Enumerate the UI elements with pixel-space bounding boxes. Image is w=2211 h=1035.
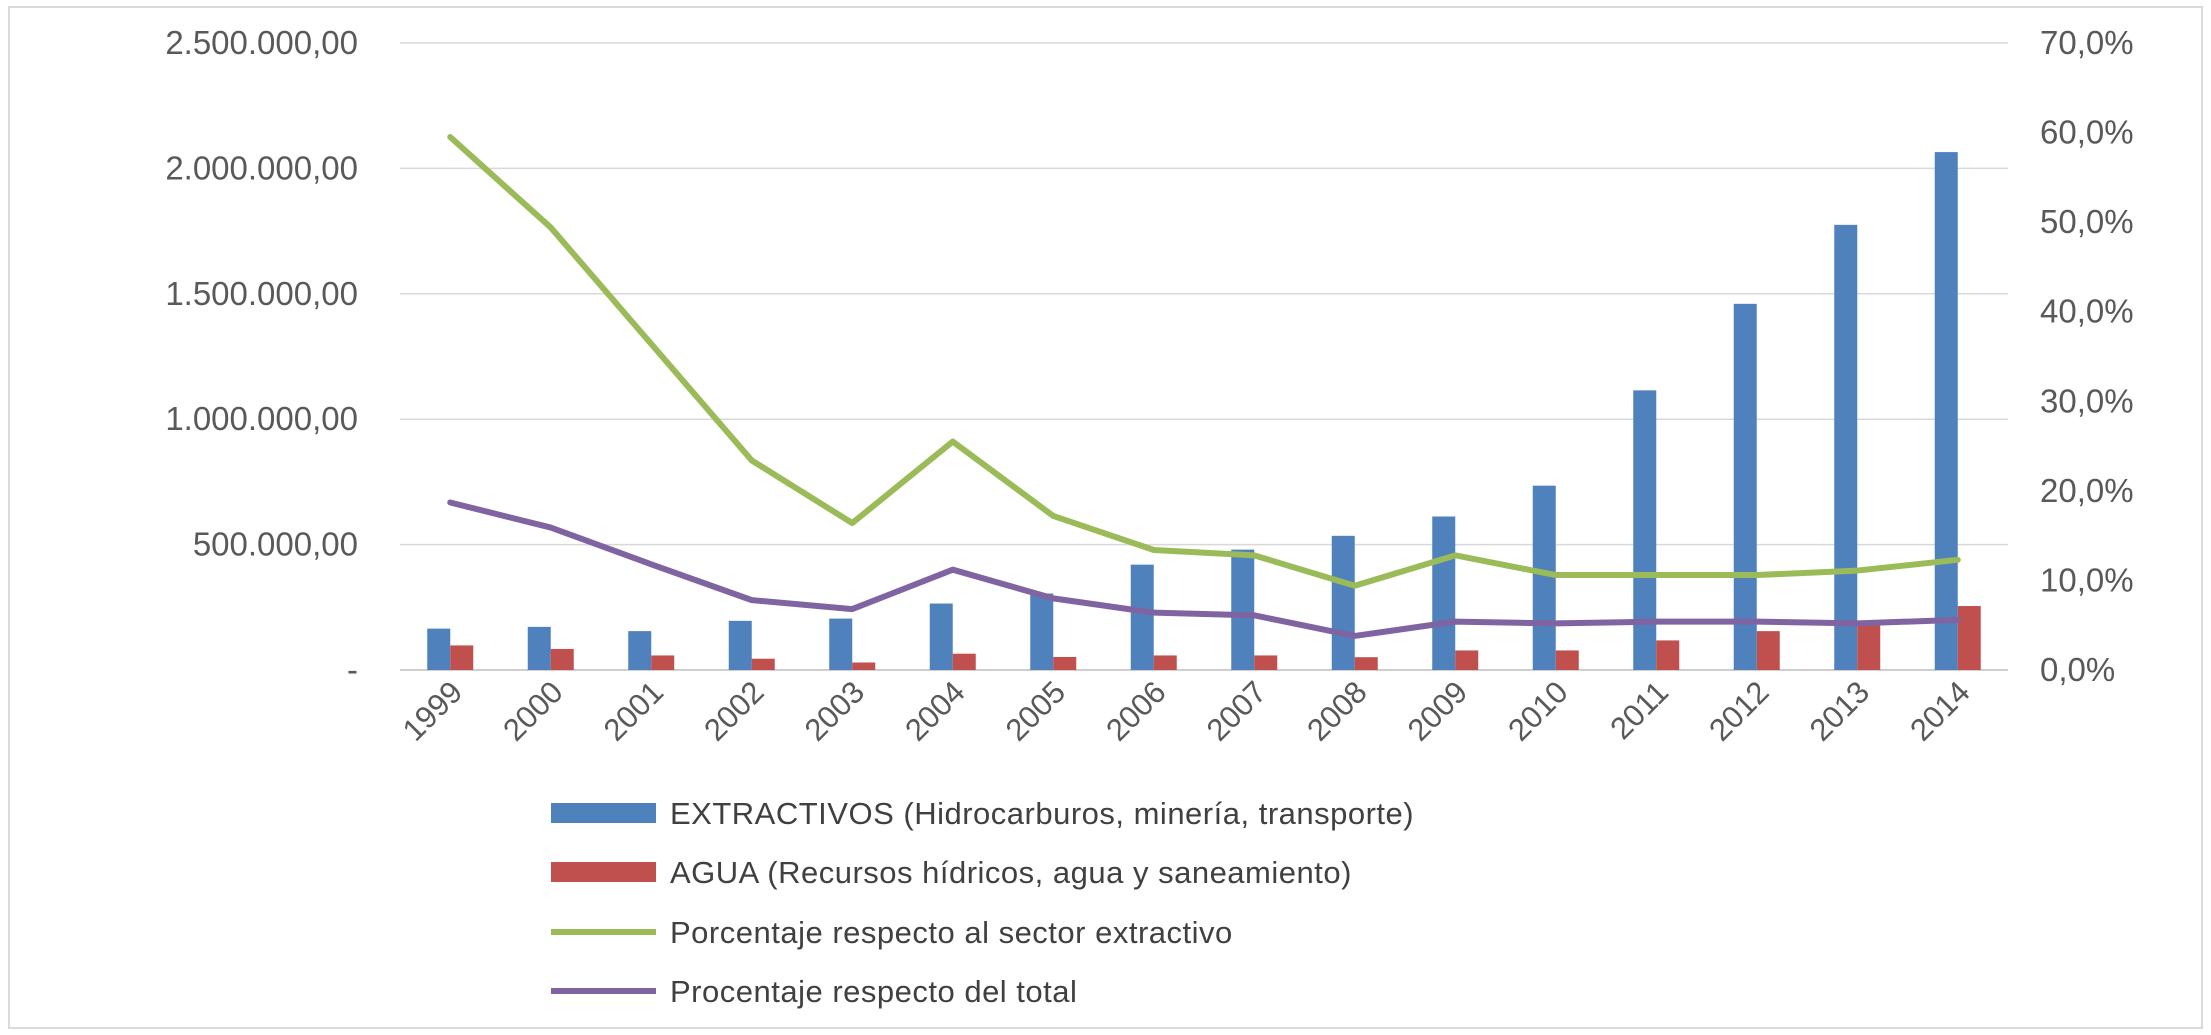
right-tick-label: 60,0% — [2040, 114, 2134, 151]
bar-agua — [1957, 606, 1981, 670]
bar-extractivos — [1331, 535, 1355, 670]
left-tick-label: 1.500.000,00 — [165, 275, 358, 312]
left-tick-label: 1.000.000,00 — [165, 400, 358, 437]
x-tick-label: 2008 — [1300, 674, 1374, 748]
bar-agua — [1857, 621, 1881, 670]
bar-extractivos — [829, 618, 853, 670]
left-tick-label: 2.500.000,00 — [165, 24, 358, 61]
x-tick-label: 2001 — [597, 674, 671, 748]
right-tick-label: 50,0% — [2040, 203, 2134, 240]
line-extractive-percent — [447, 134, 1961, 589]
right-tick-label: 70,0% — [2040, 24, 2134, 61]
x-axis: 1999 2000 2001 2002 2003 2004 2005 2006 2007 2008… — [396, 674, 1977, 748]
legend-swatch — [551, 862, 656, 882]
line-total-percent — [447, 499, 1961, 639]
x-tick-label: 2004 — [898, 674, 972, 748]
x-tick-label: 2012 — [1702, 674, 1776, 748]
x-tick-label: 2013 — [1803, 674, 1877, 748]
bar-extractivos — [427, 628, 451, 670]
bar-agua — [1153, 655, 1177, 670]
bar-extractivos — [527, 626, 551, 670]
x-tick-label: 2000 — [496, 674, 570, 748]
bar-agua — [1455, 650, 1479, 670]
bar-agua — [952, 653, 976, 670]
legend-swatch — [551, 803, 656, 823]
bar-agua — [1053, 656, 1077, 670]
bar-extractivos — [628, 631, 652, 670]
x-tick-label: 2006 — [1099, 674, 1173, 748]
bar-extractivos — [1633, 390, 1657, 670]
right-tick-label: 0,0% — [2040, 651, 2115, 688]
x-tick-label: 2003 — [798, 674, 872, 748]
bar-agua — [852, 662, 876, 670]
x-tick-label: 2014 — [1903, 674, 1977, 748]
bar-agua — [1555, 650, 1579, 670]
bar-agua — [450, 645, 474, 670]
legend-label: AGUA (Recursos hídricos, agua y saneamie… — [670, 855, 1352, 890]
right-tick-label: 10,0% — [2040, 561, 2134, 598]
left-tick-label: 500.000,00 — [193, 526, 358, 563]
bar-agua — [1254, 655, 1278, 670]
bar-extractivos — [728, 620, 752, 670]
bar-extractivos — [1834, 224, 1858, 670]
legend-label: Porcentaje respecto al sector extractivo — [670, 915, 1233, 950]
right-axis: 0,0% 10,0% 20,0% 30,0% 40,0% 50,0% 60,0% 70,0% — [2040, 24, 2134, 688]
x-tick-label: 2009 — [1401, 674, 1475, 748]
left-axis: - 500.000,00 1.000.000,00 1.500.000,00 2.000… — [165, 24, 358, 688]
left-tick-label: 2.000.000,00 — [165, 149, 358, 186]
bar-extractivos — [1733, 303, 1757, 670]
x-tick-label: 2007 — [1200, 674, 1274, 748]
bar-agua — [651, 655, 675, 670]
right-tick-label: 20,0% — [2040, 472, 2134, 509]
left-tick-label: - — [347, 651, 358, 688]
bar-series — [427, 152, 1981, 670]
bar-extractivos — [1934, 152, 1958, 670]
bar-extractivos — [1030, 593, 1054, 670]
bar-agua — [1756, 631, 1780, 670]
bar-extractivos — [1231, 549, 1255, 670]
x-tick-label: 1999 — [396, 674, 470, 748]
right-tick-label: 30,0% — [2040, 382, 2134, 419]
line-series — [447, 134, 1961, 639]
x-tick-label: 2010 — [1501, 674, 1575, 748]
bar-extractivos — [1130, 564, 1154, 670]
bar-extractivos — [1432, 516, 1456, 670]
x-tick-label: 2005 — [999, 674, 1073, 748]
bar-agua — [550, 648, 574, 670]
legend: EXTRACTIVOS (Hidrocarburos, minería, tra… — [551, 796, 1414, 1009]
bar-agua — [1656, 640, 1680, 670]
right-tick-label: 40,0% — [2040, 293, 2134, 330]
bar-agua — [751, 658, 775, 670]
x-tick-label: 2002 — [697, 674, 771, 748]
bar-extractivos — [1532, 485, 1556, 670]
bar-agua — [1354, 657, 1378, 670]
legend-label: Procentaje respecto del total — [670, 974, 1077, 1009]
legend-label: EXTRACTIVOS (Hidrocarburos, minería, tra… — [670, 796, 1414, 831]
bar-extractivos — [929, 603, 953, 670]
x-tick-label: 2011 — [1603, 674, 1675, 746]
